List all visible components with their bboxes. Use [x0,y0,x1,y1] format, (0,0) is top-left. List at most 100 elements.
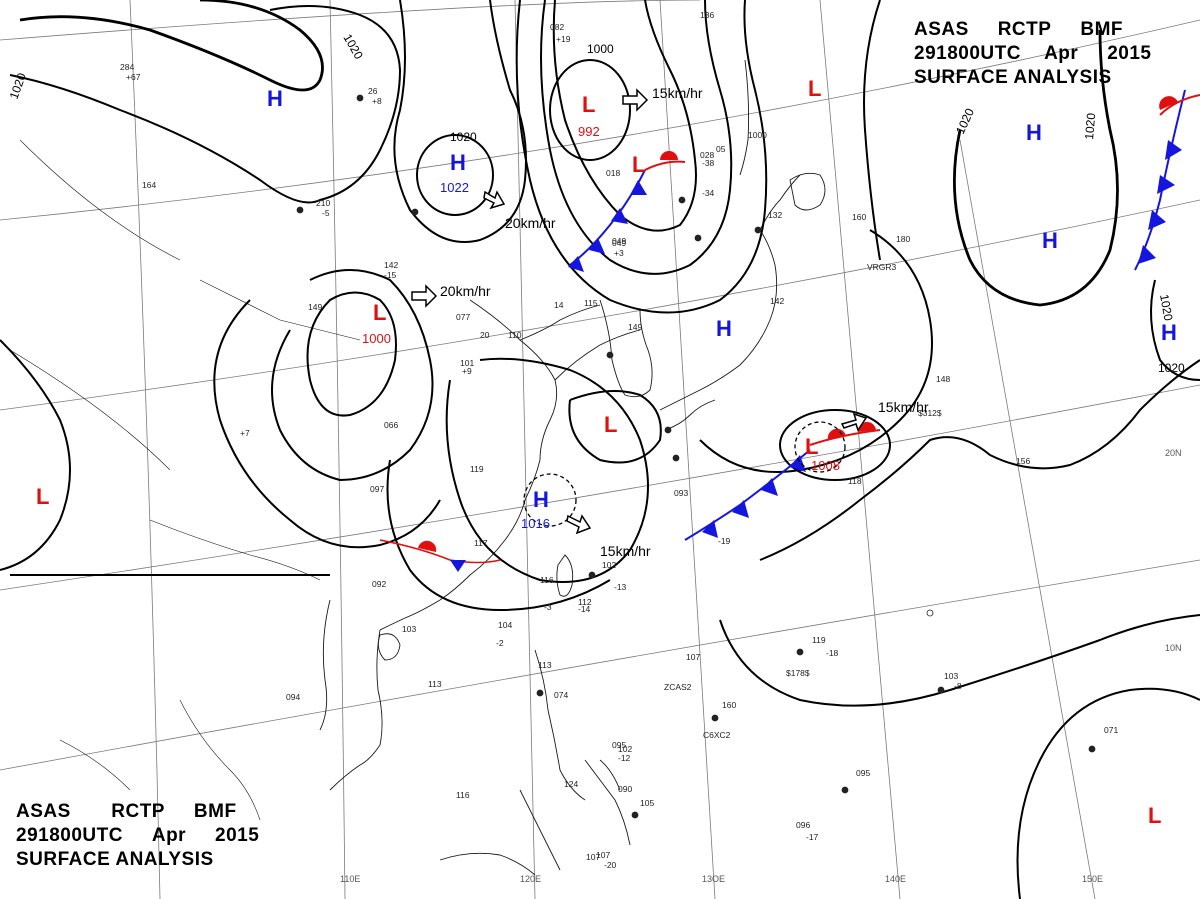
station-label: VRGR3 [867,262,897,272]
station-obs-value: 097 [370,484,384,494]
station-obs-value: 156 [1016,456,1030,466]
pressure-letter: H [1161,320,1177,345]
station-labels: ZCAS2 C6XC2 VRGR3 $178$ $312$ [664,262,942,740]
station-obs-value: 018 [606,168,620,178]
motion-arrows [411,88,868,535]
station-obs-value: -14 [578,604,591,614]
station-label: ZCAS2 [664,682,692,692]
station-marks [296,94,1096,819]
pressure-value: 1022 [440,180,469,195]
lon-label-130e: 13OE [702,874,725,884]
pressure-letter: H [533,487,549,512]
header-title-block: ASAS RCTP BMF 291800UTC Apr 2015 SURFACE… [914,18,1152,90]
pressure-letter: H [450,150,466,175]
station-obs-value: +3 [614,248,624,258]
footer-product-line: SURFACE ANALYSIS [16,849,214,870]
station-obs-value: 160 [722,700,736,710]
station-obs-value: 116 [540,575,554,585]
valid-year: 2015 [215,825,260,846]
station-obs-value: 116 [456,790,470,800]
pressure-value: 1016 [521,516,550,531]
station-obs-value: -34 [702,188,715,198]
station-obs-value: 107 [586,852,600,862]
pressure-letter: L [632,152,645,177]
station-obs-value: 103 [402,624,416,634]
station-obs-value: 115 [584,298,598,308]
station-obs-value: 05 [716,144,726,154]
station-obs-value: -17 [806,832,819,842]
pressure-value: 1008 [811,458,840,473]
low-center: L [36,484,49,509]
isobar-label: 1000 [587,42,614,56]
station-obs-value: 095 [612,740,626,750]
station-obs-value: 049 [612,236,626,246]
header-product-line: SURFACE ANALYSIS [914,67,1112,88]
station-obs-value: 284 [120,62,134,72]
station-obs-value: 118 [848,476,862,486]
lon-label-140e: 140E [885,874,906,884]
station-obs-value: 1000 [748,130,767,140]
station-obs-value: 113 [538,660,552,670]
low-center: L 1008 [805,434,840,473]
lat-label-20n: 20N [1165,448,1182,458]
station-obs-value: 103 [944,671,958,681]
station-obs-value: 105 [640,798,654,808]
station-obs-value: 14 [554,300,564,310]
lon-label-150e: 150E [1082,874,1103,884]
station-obs-value: +7 [240,428,250,438]
station-obs-value: +19 [556,34,571,44]
station-obs-value: 107 [686,652,700,662]
station-obs-value: 092 [372,579,386,589]
station-obs-value: 104 [498,620,512,630]
valid-time: 291800UTC [914,43,1021,64]
lon-label-110e: 110E [340,874,360,884]
high-center: H [716,316,732,341]
pressure-letter: H [1042,228,1058,253]
station-obs-value: -18 [826,648,839,658]
station-obs-value: 210 [316,198,330,208]
footer-time-line: 291800UTC Apr 2015 [16,824,259,848]
station-obs-value: 136 [700,10,714,20]
cold-front-pacific [684,449,811,541]
agency-code: ASAS [16,801,71,822]
warm-front-north [644,151,686,171]
station-label: C6XC2 [703,730,731,740]
pressure-centers: H H 1022 L 992 L L L 1000 H L H 1016 [36,76,1177,828]
lat-label-10n: 10N [1165,643,1182,653]
station-obs-value: 093 [674,488,688,498]
pressure-letter: H [267,86,283,111]
agency-code: ASAS [914,19,969,40]
pressure-letter: H [1026,120,1042,145]
valid-month: Apr [151,825,187,846]
station-obs-value: 148 [936,374,950,384]
station-obs-value: 160 [852,212,866,222]
high-center: H [1161,320,1177,345]
high-center: H [1026,120,1042,145]
station-obs-value: 149 [308,302,322,312]
station-label: $312$ [918,408,942,418]
station-obs-value: 102 [618,744,632,754]
station-obs-value: +8 [372,96,382,106]
origin-code: BMF [193,801,237,822]
station-obs-value: -2 [496,638,504,648]
station-obs-value: 26 [368,86,378,96]
station-obs-value: 101 [460,358,474,368]
station-obs-value: 095 [856,768,870,778]
station-obs-value: 117 [474,538,488,548]
station-obs-value: 090 [618,784,632,794]
station-code: RCTP [111,801,165,822]
station-obs-value: -38 [702,158,715,168]
station-obs-value: -13 [614,582,627,592]
station-label: $178$ [786,668,810,678]
station-obs-value: 142 [770,296,784,306]
valid-time: 291800UTC [16,825,123,846]
footer-title-block: ASAS RCTP BMF 291800UTC Apr 2015 SURFACE… [16,800,259,872]
station-obs-value: 096 [796,820,810,830]
isobar-label: 1020 [1158,361,1185,375]
station-obs-value: 074 [554,690,568,700]
station-obs-value: 149 [628,322,642,332]
motion-label: 20km/hr [505,215,556,231]
valid-month: Apr [1044,43,1079,64]
station-obs-value: 066 [384,420,398,430]
